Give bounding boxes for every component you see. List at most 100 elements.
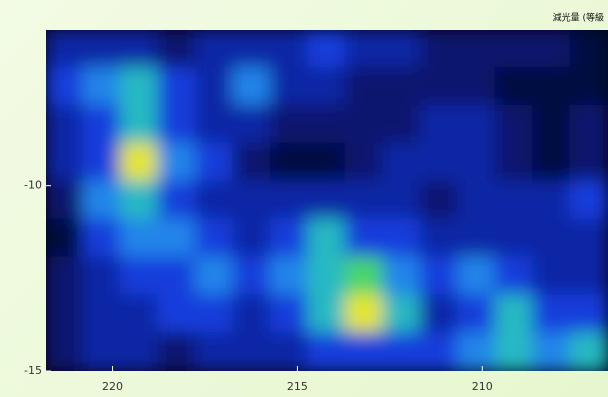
heatmap-cell xyxy=(570,256,608,296)
heatmap-cell xyxy=(45,29,84,69)
heatmap-cell xyxy=(532,332,571,372)
heatmap-cell xyxy=(45,332,84,372)
heatmap-cell xyxy=(120,105,159,145)
heatmap-cell xyxy=(345,29,384,69)
heatmap-cell xyxy=(195,332,234,372)
heatmap-cell xyxy=(232,218,271,258)
x-tick-label: 210 xyxy=(472,380,493,393)
heatmap-cell xyxy=(532,181,571,221)
heatmap-cell xyxy=(195,218,234,258)
heatmap-cell xyxy=(120,67,159,107)
heatmap-cell xyxy=(82,29,121,69)
heatmap-cell xyxy=(307,181,346,221)
heatmap-cell xyxy=(82,294,121,334)
heatmap-cell xyxy=(382,181,421,221)
heatmap-cell xyxy=(120,256,159,296)
heatmap-cell xyxy=(82,67,121,107)
heatmap-cell xyxy=(270,143,309,183)
heatmap-cell xyxy=(270,67,309,107)
heatmap-cell xyxy=(82,256,121,296)
heatmap-cell xyxy=(457,332,496,372)
heatmap-cell xyxy=(420,218,459,258)
heatmap-cell xyxy=(82,218,121,258)
heatmap-cell xyxy=(345,143,384,183)
heatmap-cell xyxy=(495,181,534,221)
heatmap-cell xyxy=(157,332,196,372)
heatmap-cell xyxy=(382,256,421,296)
heatmap-cell xyxy=(232,105,271,145)
heatmap-cell xyxy=(270,105,309,145)
heatmap-cell xyxy=(532,218,571,258)
heatmap-cell xyxy=(157,105,196,145)
heatmap-cell xyxy=(270,181,309,221)
heatmap-cell xyxy=(457,67,496,107)
heatmap-cell xyxy=(345,181,384,221)
heatmap-cell xyxy=(420,181,459,221)
heatmap-cell xyxy=(345,105,384,145)
heatmap-cell xyxy=(495,294,534,334)
chart-title: 減光量 (等級 xyxy=(553,12,604,24)
heatmap-cell xyxy=(120,294,159,334)
heatmap-cell xyxy=(232,29,271,69)
heatmap-cell xyxy=(195,29,234,69)
heatmap-cell xyxy=(195,256,234,296)
heatmap-cell xyxy=(345,67,384,107)
heatmap-cell xyxy=(82,105,121,145)
chart: 減光量 (等級 220215210-10-15 xyxy=(0,0,608,397)
heatmap-cell xyxy=(382,294,421,334)
heatmap-cell xyxy=(157,218,196,258)
heatmap-cell xyxy=(270,29,309,69)
heatmap-cell xyxy=(495,332,534,372)
heatmap-cell xyxy=(495,105,534,145)
heatmap-cell xyxy=(232,181,271,221)
heatmap-cell xyxy=(382,218,421,258)
heatmap-cell xyxy=(195,181,234,221)
heatmap-cell xyxy=(157,256,196,296)
heatmap-cell xyxy=(457,181,496,221)
heatmap-cell xyxy=(45,67,84,107)
heatmap-cell xyxy=(457,143,496,183)
heatmap-cell xyxy=(307,332,346,372)
heatmap-cell xyxy=(570,181,608,221)
heatmap-cell xyxy=(570,29,608,69)
heatmap-cell xyxy=(195,67,234,107)
heatmap-cell xyxy=(382,67,421,107)
heatmap-cell xyxy=(82,143,121,183)
heatmap-cell xyxy=(420,256,459,296)
heatmap-cell xyxy=(420,67,459,107)
heatmap-cell xyxy=(420,294,459,334)
heatmap-cell xyxy=(270,294,309,334)
heatmap-cell xyxy=(345,218,384,258)
heatmap-cell xyxy=(570,143,608,183)
heatmap-cell xyxy=(82,332,121,372)
heatmap-cell xyxy=(195,294,234,334)
heatmap-cell xyxy=(120,181,159,221)
heatmap-cell xyxy=(120,332,159,372)
x-tick-label: 215 xyxy=(287,380,308,393)
heatmap-cell xyxy=(532,294,571,334)
heatmap-cell xyxy=(232,67,271,107)
heatmap-cell xyxy=(157,67,196,107)
heatmap-cell xyxy=(457,105,496,145)
heatmap-cell xyxy=(495,67,534,107)
heatmap-cell xyxy=(382,29,421,69)
heatmap-cell xyxy=(420,105,459,145)
heatmap-cell xyxy=(82,181,121,221)
heatmap-cell xyxy=(532,29,571,69)
heatmap-cell xyxy=(532,256,571,296)
y-tick-label: -10 xyxy=(24,179,42,192)
heatmap-cell xyxy=(345,256,384,296)
heatmap-cell xyxy=(457,256,496,296)
heatmap-cell xyxy=(382,332,421,372)
y-tick-label: -15 xyxy=(24,364,42,377)
heatmap xyxy=(45,29,608,372)
heatmap-cell xyxy=(195,105,234,145)
heatmap-cell xyxy=(382,105,421,145)
heatmap-cell xyxy=(382,143,421,183)
heatmap-cell xyxy=(120,218,159,258)
heatmap-cell xyxy=(307,143,346,183)
heatmap-cell xyxy=(495,218,534,258)
heatmap-cell xyxy=(307,294,346,334)
heatmap-cell xyxy=(345,332,384,372)
heatmap-cell xyxy=(570,294,608,334)
